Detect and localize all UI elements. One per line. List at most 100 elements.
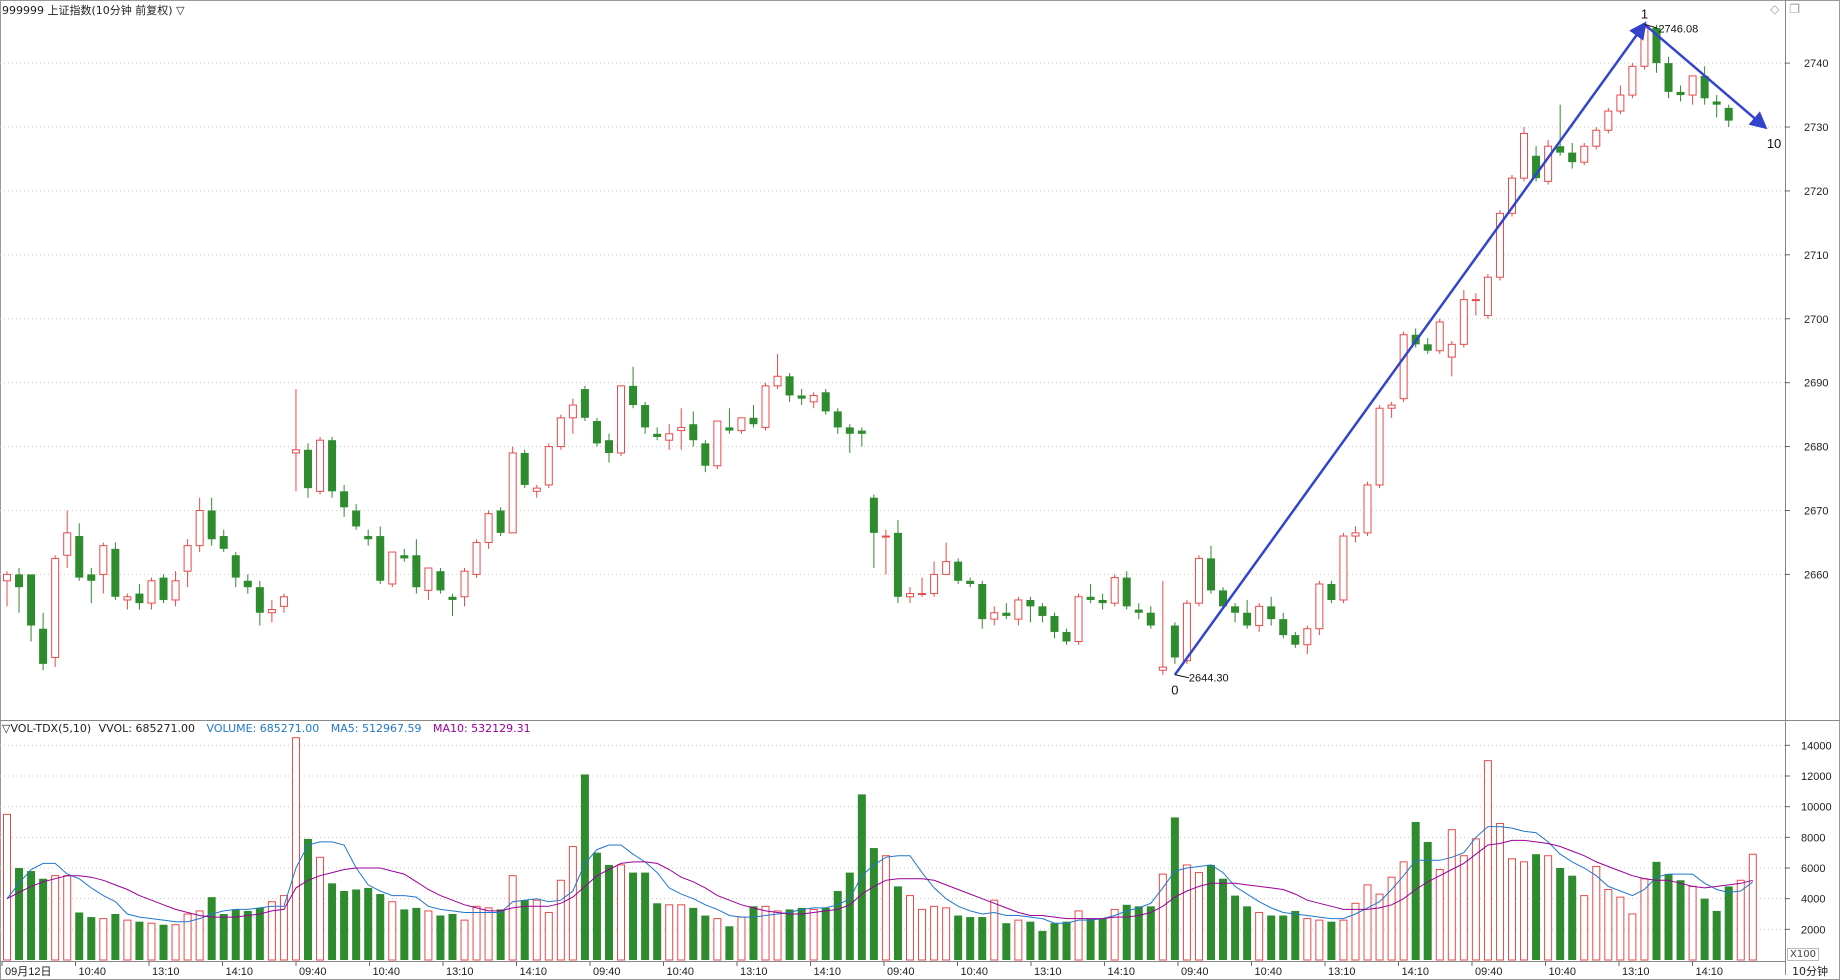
volume-bar — [279, 895, 288, 961]
candle-body — [1062, 631, 1071, 642]
volume-tick-label: 4000 — [1801, 894, 1825, 906]
x-tick-label: 09:40 — [593, 966, 621, 978]
candle — [75, 523, 84, 581]
y-tick-label: 2680 — [1804, 442, 1828, 454]
x-tick-label: 14:10 — [814, 966, 842, 978]
candle — [1568, 143, 1577, 169]
volume-bar — [27, 871, 36, 960]
candle — [328, 436, 337, 498]
volume-bar — [1459, 855, 1468, 961]
volume-bar — [376, 894, 385, 960]
candle — [1688, 75, 1697, 105]
volume-bar — [990, 899, 999, 961]
candle — [605, 433, 613, 463]
candle-body — [304, 449, 312, 489]
candle-body — [845, 427, 854, 434]
volume-value: VOLUME: 685271.00 — [206, 722, 320, 735]
candle — [954, 558, 963, 584]
volume-bar — [147, 922, 156, 961]
volume-bar — [665, 904, 674, 961]
candle-body — [484, 513, 493, 543]
candle — [857, 427, 866, 447]
volume-bar — [1194, 872, 1203, 961]
candle-body — [1640, 27, 1649, 67]
chart-title[interactable]: 999999 上证指数(10分钟 前复权) ▽ — [2, 2, 185, 18]
volume-bar — [918, 908, 927, 961]
candle-body — [87, 574, 96, 581]
volume-bar — [3, 813, 11, 961]
volume-bar — [1002, 923, 1011, 960]
chevron-down-icon[interactable]: ▽ — [176, 4, 185, 17]
candle-body — [147, 580, 156, 604]
volume-bar — [388, 901, 397, 961]
volume-bar — [954, 915, 963, 960]
candle-body — [472, 541, 481, 575]
candle-body — [15, 574, 24, 588]
candle — [1182, 599, 1191, 664]
volume-bar — [63, 875, 72, 961]
candle — [460, 568, 469, 607]
volume-bar — [1495, 823, 1504, 961]
volume-bar — [749, 906, 758, 960]
candle-body — [412, 555, 421, 588]
x-tick-label: 10:40 — [1255, 966, 1283, 978]
candle-body — [918, 593, 927, 596]
candle-body — [568, 404, 577, 419]
candle — [1387, 401, 1396, 418]
candle-body — [1580, 145, 1589, 163]
candle-body — [821, 392, 830, 412]
volume-bar — [737, 916, 746, 961]
candle-body — [171, 580, 180, 601]
window-restore-icon[interactable]: ❐ — [1789, 2, 1800, 16]
candle — [761, 382, 770, 431]
candle — [797, 389, 806, 406]
volume-bar — [508, 875, 517, 961]
volume-bar — [677, 904, 686, 961]
volume-bar — [75, 912, 84, 960]
candle — [1134, 603, 1143, 620]
candle — [532, 484, 541, 498]
x-tick-label: 09月12日 — [5, 966, 51, 978]
volume-bar — [207, 897, 216, 960]
volume-indicator-name[interactable]: ▽VOL-TDX(5,10) — [2, 722, 92, 735]
volume-bar — [1664, 874, 1673, 960]
candle — [1122, 571, 1131, 610]
candle-body — [1182, 602, 1191, 662]
x-tick-label: 10:40 — [1549, 966, 1577, 978]
ma5-value: MA5: 512967.59 — [330, 722, 422, 735]
candle — [304, 443, 312, 498]
candle — [592, 417, 601, 447]
candle — [412, 539, 421, 594]
x-tick-label: 14:10 — [1696, 966, 1724, 978]
volume-bar — [1146, 906, 1155, 960]
volume-bar — [87, 917, 96, 960]
period-label[interactable]: 10分钟 — [1792, 965, 1828, 978]
volume-bar — [1134, 906, 1143, 960]
candle — [580, 385, 589, 422]
diamond-icon[interactable]: ◇ — [1770, 2, 1780, 16]
candle-body — [1447, 343, 1456, 358]
volume-bar — [893, 886, 902, 960]
x-tick-label: 14:10 — [520, 966, 548, 978]
candle-body — [207, 510, 216, 540]
candle-body — [1291, 635, 1300, 645]
candle — [508, 446, 517, 534]
candle — [1050, 612, 1059, 639]
candle-body — [1399, 334, 1408, 400]
volume-bar — [544, 911, 553, 961]
volume-bar — [231, 909, 240, 960]
candle-body — [520, 452, 529, 485]
volume-bar — [400, 909, 409, 960]
candle — [1255, 603, 1264, 632]
candle — [1483, 274, 1492, 319]
candle — [111, 542, 120, 600]
volume-bar — [352, 889, 361, 960]
volume-bar — [641, 872, 650, 960]
candle-body — [544, 446, 553, 486]
candle-body — [1724, 107, 1733, 121]
low-leader — [1174, 674, 1189, 679]
x-tick-label: 09:40 — [887, 966, 915, 978]
candle-body — [1243, 612, 1252, 626]
candle — [159, 574, 168, 604]
